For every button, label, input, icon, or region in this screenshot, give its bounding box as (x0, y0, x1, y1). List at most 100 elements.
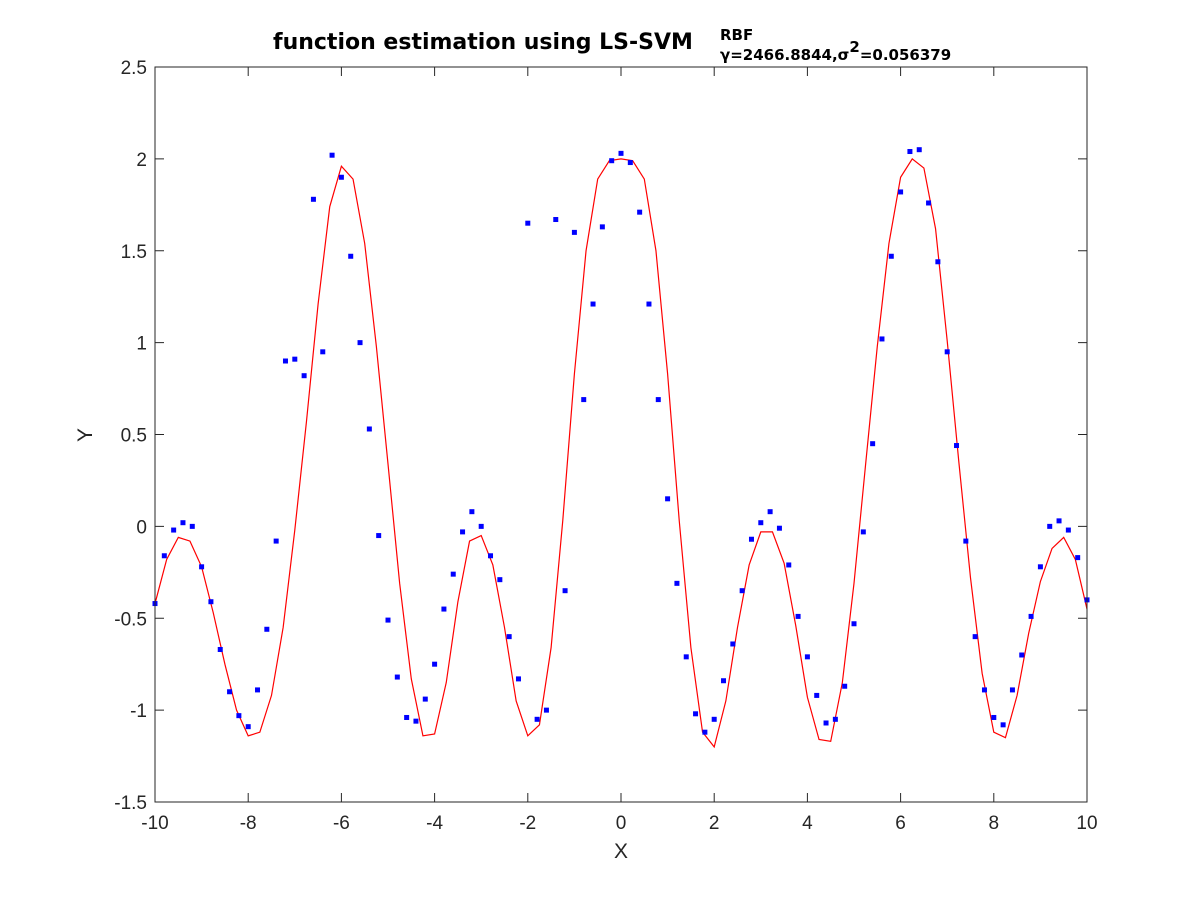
data-point (460, 529, 466, 535)
data-point (609, 158, 615, 164)
data-point (935, 259, 941, 265)
data-point (161, 553, 167, 559)
y-tick-label: 0.5 (121, 426, 147, 447)
data-point (273, 538, 279, 544)
y-tick-label: 2 (136, 150, 147, 171)
data-point (1000, 722, 1006, 728)
data-point (180, 520, 186, 526)
data-point (972, 634, 978, 640)
x-tick-label: 8 (989, 813, 1000, 834)
y-tick-label: -0.5 (114, 609, 147, 630)
x-tick-label: -4 (426, 813, 443, 834)
data-point (721, 678, 727, 684)
data-point (683, 654, 689, 660)
data-point (627, 160, 633, 166)
y-tick-label: 1.5 (121, 242, 147, 263)
data-point (338, 174, 344, 180)
data-point (954, 443, 960, 449)
plot-area (152, 67, 1090, 802)
data-point (748, 536, 754, 542)
data-point (320, 349, 326, 355)
data-point (432, 661, 438, 667)
x-tick-label: -8 (240, 813, 257, 834)
data-point (1037, 564, 1043, 570)
data-point (655, 397, 661, 403)
data-point (888, 253, 894, 259)
data-point (926, 200, 932, 206)
data-point (1065, 527, 1071, 533)
data-point (702, 729, 708, 735)
data-point (255, 687, 261, 693)
y-axis-label: Y (74, 428, 97, 442)
data-point (795, 613, 801, 619)
x-tick-label: 4 (802, 813, 813, 834)
data-point (646, 301, 652, 307)
data-point (814, 692, 820, 698)
data-point (208, 599, 214, 605)
data-point (189, 523, 195, 529)
data-point (385, 617, 391, 623)
data-point (506, 634, 512, 640)
data-point (1056, 518, 1062, 524)
data-point (618, 150, 624, 156)
data-point (227, 689, 233, 695)
y-tick-label: 2.5 (121, 58, 147, 79)
data-point (870, 441, 876, 447)
data-point (171, 527, 177, 533)
x-tick-label: -2 (519, 813, 536, 834)
data-point (637, 209, 643, 215)
x-axis-label: X (614, 840, 628, 863)
labels: function estimation using LS-SVM RBF γ=2… (74, 26, 951, 863)
data-point (469, 509, 475, 515)
title-main: function estimation using LS-SVM (273, 30, 693, 55)
data-point (730, 641, 736, 647)
data-point (599, 224, 605, 230)
x-tick-label: 2 (709, 813, 720, 834)
data-point (739, 588, 745, 594)
fitted-curve-line (154, 157, 1088, 749)
data-point (842, 683, 848, 689)
data-point (1009, 687, 1015, 693)
title-subscript-main: γ=2466.8844,σ (720, 46, 849, 64)
x-tick-label: 6 (895, 813, 906, 834)
title-subscript: γ=2466.8844,σ2=0.056379 (720, 38, 951, 64)
data-point (1075, 555, 1081, 561)
data-point (590, 301, 596, 307)
title-superscript: RBF (720, 26, 753, 44)
data-point (422, 696, 428, 702)
data-point (553, 217, 559, 223)
data-point (282, 358, 288, 364)
data-point (534, 716, 540, 722)
data-point (413, 718, 419, 724)
data-point (450, 571, 456, 577)
x-tick-label: 10 (1076, 813, 1097, 834)
data-point (441, 606, 447, 612)
title-subscript-tail: =0.056379 (860, 46, 951, 64)
data-point (292, 356, 298, 362)
data-point (1028, 613, 1034, 619)
data-point (898, 189, 904, 195)
y-tick-label: -1 (130, 701, 147, 722)
data-point (497, 577, 503, 583)
data-point (301, 373, 307, 379)
data-point (981, 687, 987, 693)
data-point (357, 340, 363, 346)
data-point (329, 152, 335, 158)
y-tick-label: -1.5 (114, 793, 147, 814)
data-point (851, 621, 857, 627)
data-point (264, 626, 270, 632)
data-point (907, 149, 913, 155)
data-point (804, 654, 810, 660)
data-point (562, 588, 568, 594)
x-tick-label: -10 (141, 813, 168, 834)
data-point (767, 509, 773, 515)
data-point (404, 714, 410, 720)
data-point (944, 349, 950, 355)
data-point (348, 253, 354, 259)
data-point (1047, 523, 1053, 529)
data-point (394, 674, 400, 680)
data-point (823, 720, 829, 726)
data-point (376, 533, 382, 539)
data-point (199, 564, 205, 570)
